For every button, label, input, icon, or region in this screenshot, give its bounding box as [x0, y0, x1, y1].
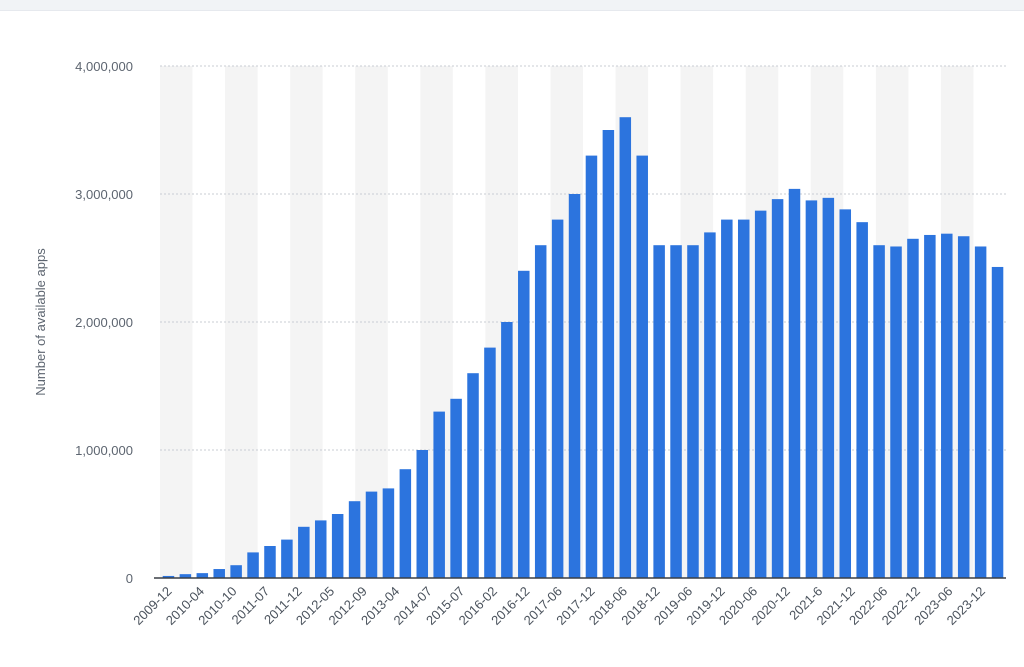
bar[interactable] [382, 488, 395, 578]
bar[interactable] [484, 347, 496, 578]
bar[interactable] [704, 232, 716, 578]
bar[interactable] [518, 270, 530, 578]
bar[interactable] [822, 197, 835, 578]
bar[interactable] [196, 573, 209, 578]
bar[interactable] [501, 322, 513, 578]
bar[interactable] [873, 245, 885, 578]
bar[interactable] [856, 222, 868, 578]
bar[interactable] [534, 245, 547, 578]
bar[interactable] [298, 526, 310, 578]
top-bar [0, 0, 1024, 11]
bar[interactable] [721, 219, 733, 578]
bar[interactable] [771, 199, 784, 578]
bar[interactable] [264, 546, 276, 578]
bar[interactable] [331, 514, 344, 578]
bar[interactable] [737, 219, 750, 578]
bar[interactable] [991, 266, 1004, 578]
bar[interactable] [788, 188, 801, 578]
bar[interactable] [670, 245, 682, 578]
y-tick-label: 2,000,000 [75, 315, 133, 330]
y-tick-label: 4,000,000 [75, 59, 133, 74]
bar[interactable] [162, 575, 175, 578]
bar[interactable] [365, 491, 378, 578]
x-axis-ticks: 2009-122010-042010-102011-072011-122012-… [130, 584, 988, 628]
bar[interactable] [179, 574, 192, 578]
bar[interactable] [230, 565, 242, 578]
bar[interactable] [839, 209, 852, 579]
bar[interactable] [213, 569, 225, 578]
bar[interactable] [467, 373, 479, 578]
bar[interactable] [653, 245, 665, 578]
bar[interactable] [399, 469, 412, 578]
bar[interactable] [568, 194, 581, 578]
bar[interactable] [687, 245, 699, 578]
bar[interactable] [281, 539, 293, 578]
bar[interactable] [551, 219, 564, 578]
y-tick-label: 1,000,000 [75, 443, 133, 458]
y-axis-ticks: 0 1,000,000 2,000,000 3,000,000 4,000,000 [75, 59, 133, 586]
bar[interactable] [924, 234, 936, 578]
bar[interactable] [314, 520, 327, 578]
bar[interactable] [416, 450, 429, 578]
background-bands [160, 66, 974, 578]
bar[interactable] [450, 398, 462, 578]
bar[interactable] [348, 501, 361, 578]
bar[interactable] [974, 246, 987, 579]
bar[interactable] [890, 246, 902, 579]
bar[interactable] [907, 238, 919, 579]
bar[interactable] [754, 210, 767, 578]
bar[interactable] [585, 155, 598, 578]
bar[interactable] [433, 411, 445, 578]
bar[interactable] [247, 552, 259, 578]
bar[interactable] [636, 155, 648, 578]
y-axis-label: Number of available apps [33, 248, 48, 396]
y-tick-label: 3,000,000 [75, 187, 133, 202]
bar[interactable] [941, 233, 953, 578]
y-tick-label: 0 [126, 571, 133, 586]
bar[interactable] [619, 117, 632, 578]
bar[interactable] [957, 236, 970, 579]
bar[interactable] [602, 130, 615, 578]
bar[interactable] [805, 200, 818, 578]
bars [162, 117, 1004, 579]
